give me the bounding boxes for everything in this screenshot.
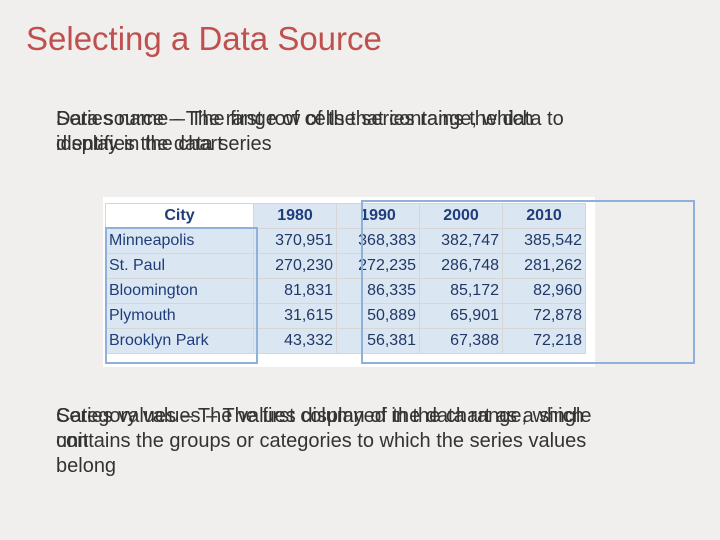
value-cell[interactable]: 67,388	[419, 328, 503, 354]
header-cell[interactable]: 1990	[336, 203, 420, 229]
table-row: Plymouth 31,615 50,889 65,901 72,878	[105, 303, 586, 329]
series-name-text: Series name – The first row of the serie…	[56, 108, 534, 155]
slide-title: Selecting a Data Source	[26, 20, 382, 57]
population-table: City 1980 1990 2000 2010 Minneapolis 370…	[105, 203, 586, 354]
value-cell[interactable]: 85,172	[419, 278, 503, 304]
value-cell[interactable]: 385,542	[502, 228, 586, 254]
value-cell[interactable]: 82,960	[502, 278, 586, 304]
city-cell[interactable]: Brooklyn Park	[105, 328, 254, 354]
value-cell[interactable]: 86,335	[336, 278, 420, 304]
category-values-text: Category values – The first column of th…	[56, 405, 587, 477]
city-cell[interactable]: St. Paul	[105, 253, 254, 279]
value-cell[interactable]: 370,951	[253, 228, 337, 254]
table-header-row: City 1980 1990 2000 2010	[105, 203, 586, 229]
value-cell[interactable]: 281,262	[502, 253, 586, 279]
value-cell[interactable]: 72,218	[502, 328, 586, 354]
value-cell[interactable]: 382,747	[419, 228, 503, 254]
value-cell[interactable]: 65,901	[419, 303, 503, 329]
value-cell[interactable]: 43,332	[253, 328, 337, 354]
table-row: Minneapolis 370,951 368,383 382,747 385,…	[105, 228, 586, 254]
value-cell[interactable]: 50,889	[336, 303, 420, 329]
data-source-text: Data source – The range of cells that co…	[56, 108, 564, 155]
series-values-text: Series values – The values displayed in …	[56, 405, 592, 452]
city-cell[interactable]: Minneapolis	[105, 228, 254, 254]
value-cell[interactable]: 286,748	[419, 253, 503, 279]
spreadsheet-range: City 1980 1990 2000 2010 Minneapolis 370…	[103, 197, 695, 367]
header-cell[interactable]: City	[105, 203, 254, 229]
value-cell[interactable]: 56,381	[336, 328, 420, 354]
value-cell[interactable]: 72,878	[502, 303, 586, 329]
value-cell[interactable]: 81,831	[253, 278, 337, 304]
header-cell[interactable]: 1980	[253, 203, 337, 229]
city-cell[interactable]: Plymouth	[105, 303, 254, 329]
header-cell[interactable]: 2000	[419, 203, 503, 229]
table-row: Brooklyn Park 43,332 56,381 67,388 72,21…	[105, 328, 586, 354]
table-row: Bloomington 81,831 86,335 85,172 82,960	[105, 278, 586, 304]
table-row: St. Paul 270,230 272,235 286,748 281,262	[105, 253, 586, 279]
data-source-description: Data source – The range of cells that co…	[56, 107, 596, 163]
value-cell[interactable]: 272,235	[336, 253, 420, 279]
value-cell[interactable]: 270,230	[253, 253, 337, 279]
value-cell[interactable]: 31,615	[253, 303, 337, 329]
city-cell[interactable]: Bloomington	[105, 278, 254, 304]
header-cell[interactable]: 2010	[502, 203, 586, 229]
value-cell[interactable]: 368,383	[336, 228, 420, 254]
series-values-description: Series values – The values displayed in …	[56, 404, 616, 484]
